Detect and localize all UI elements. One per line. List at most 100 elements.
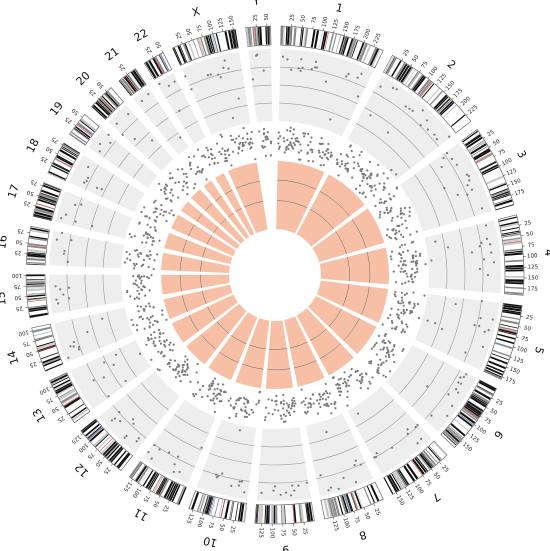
middle-point	[390, 250, 394, 253]
middle-point	[370, 360, 373, 363]
gvar-band	[443, 104, 457, 118]
cytoband	[505, 286, 524, 290]
cytoband	[476, 153, 493, 164]
middle-point	[356, 379, 359, 382]
middle-point	[336, 158, 339, 161]
cytoband	[176, 486, 185, 504]
middle-point	[414, 250, 417, 253]
middle-point	[181, 366, 184, 369]
outer-gridline	[189, 69, 242, 86]
middle-point	[282, 420, 286, 423]
middle-point	[223, 390, 226, 393]
middle-point	[249, 137, 253, 140]
middle-point	[143, 206, 146, 209]
outer-gridline	[134, 131, 151, 147]
middle-point	[285, 148, 288, 151]
tick-label: 75	[196, 23, 204, 32]
middle-point	[251, 411, 255, 414]
cytoband	[464, 133, 480, 145]
outer-track-bg-chr-5	[414, 293, 500, 370]
middle-point	[258, 399, 261, 402]
middle-point	[412, 306, 415, 310]
cytoband	[366, 485, 376, 503]
tick-mark	[419, 69, 422, 73]
inner-gridline	[200, 274, 202, 288]
middle-point	[147, 339, 150, 342]
cytoband	[125, 75, 138, 91]
middle-point	[373, 184, 376, 187]
outer-point	[375, 452, 378, 455]
centromere	[55, 158, 72, 168]
inner-gridline	[351, 219, 367, 249]
outer-gridline	[153, 443, 196, 468]
cytoband	[474, 389, 491, 400]
middle-point	[258, 391, 261, 394]
cytoband	[205, 35, 213, 54]
middle-point	[343, 377, 346, 381]
middle-point	[400, 253, 403, 257]
outer-point	[219, 76, 222, 79]
outer-point	[133, 137, 136, 141]
cytoband	[482, 166, 499, 176]
outer-gridline	[167, 132, 179, 142]
middle-point	[400, 233, 403, 236]
middle-point	[277, 142, 280, 145]
middle-point	[200, 171, 203, 174]
cytoband	[130, 72, 141, 88]
cytoband	[391, 473, 402, 490]
tick-mark	[503, 174, 506, 176]
cytoband	[318, 31, 323, 49]
cytoband	[32, 326, 51, 333]
middle-point	[275, 403, 278, 406]
inner-gridline	[200, 334, 217, 350]
middle-point	[287, 143, 291, 147]
cytoband	[80, 118, 97, 132]
middle-point	[402, 348, 405, 351]
middle-point	[186, 186, 189, 189]
outer-point	[426, 128, 429, 131]
middle-point	[379, 358, 382, 361]
middle-point	[144, 294, 147, 297]
outer-point	[59, 288, 62, 291]
middle-point	[196, 170, 199, 174]
outer-gridline	[148, 145, 162, 159]
outer-gridline	[119, 347, 137, 378]
cytoband	[135, 465, 148, 482]
cytoband	[436, 97, 450, 111]
tick-label: 75	[50, 135, 60, 144]
cytoband	[362, 45, 372, 63]
cytoband	[29, 237, 48, 242]
cytoband	[53, 162, 70, 172]
middle-point	[154, 229, 157, 232]
outer-point	[379, 85, 382, 88]
cytoband	[260, 505, 264, 524]
outer-point	[404, 105, 407, 108]
centromere	[27, 299, 46, 303]
outer-point	[315, 66, 319, 69]
middle-point	[171, 194, 174, 197]
cytoband	[184, 43, 193, 61]
tick-label: 75	[44, 396, 53, 405]
tick-mark	[158, 495, 161, 499]
middle-point	[389, 313, 392, 317]
cytoband	[363, 487, 372, 505]
outer-point	[86, 330, 89, 334]
tick-mark	[151, 55, 154, 58]
outer-point	[421, 109, 424, 112]
middle-point	[264, 415, 267, 419]
tick-label: 100	[322, 16, 330, 28]
middle-point	[145, 215, 149, 218]
middle-point	[204, 156, 207, 159]
cytoband	[28, 242, 47, 248]
outer-gridline	[364, 107, 425, 158]
tick-label: 100	[206, 19, 215, 31]
cytoband	[495, 204, 514, 210]
middle-point	[330, 412, 333, 415]
middle-point	[319, 142, 323, 146]
middle-point	[247, 401, 250, 404]
outer-gridline	[463, 300, 482, 363]
cytoband	[29, 235, 48, 240]
middle-point	[369, 177, 372, 180]
cytoband	[280, 26, 284, 45]
tick-label: 50	[45, 145, 54, 154]
